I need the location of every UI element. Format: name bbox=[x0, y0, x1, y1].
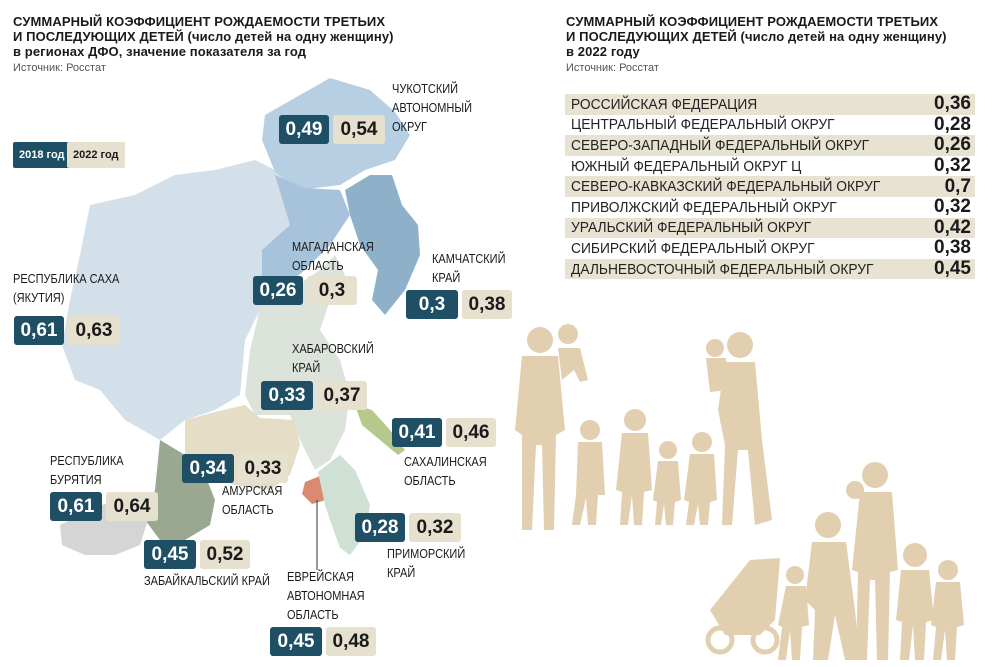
badge-2018-sakha: 0,61 bbox=[14, 316, 64, 345]
table-row: ПРИВОЛЖСКИЙ ФЕДЕРАЛЬНЫЙ ОКРУГ 0,32 bbox=[571, 196, 971, 218]
region-shape-magadan bbox=[262, 175, 350, 290]
badge-2018-kamchatka: 0,3 bbox=[406, 290, 458, 319]
badge-2018-zabaikalsky: 0,45 bbox=[144, 540, 196, 569]
table-row: ДАЛЬНЕВОСТОЧНЫЙ ФЕДЕРАЛЬНЫЙ ОКРУГ 0,45 bbox=[565, 258, 975, 280]
badge-2022-amur: 0,33 bbox=[238, 454, 288, 483]
label-amur: АМУРСКАЯ ОБЛАСТЬ bbox=[222, 484, 283, 517]
far-east-map bbox=[60, 78, 420, 570]
left-title-line2: И ПОСЛЕДУЮЩИХ ДЕТЕЙ (число детей на одну… bbox=[13, 29, 394, 44]
badge-2022-buryatia: 0,64 bbox=[106, 492, 158, 521]
table-row: СИБИРСКИЙ ФЕДЕРАЛЬНЫЙ ОКРУГ 0,38 bbox=[571, 237, 971, 259]
label-kamchatka: КАМЧАТСКИЙ КРАЙ bbox=[432, 252, 506, 285]
second-family-silhouettes bbox=[705, 462, 964, 660]
table-row: ЦЕНТРАЛЬНЫЙ ФЕДЕРАЛЬНЫЙ ОКРУГ 0,28 bbox=[571, 113, 971, 135]
left-source: Источник: Росстат bbox=[13, 62, 106, 74]
mother-silhouette bbox=[706, 332, 772, 525]
badge-2018-amur: 0,34 bbox=[182, 454, 234, 483]
left-title-line1: СУММАРНЫЙ КОЭФФИЦИЕНТ РОЖДАЕМОСТИ ТРЕТЬИ… bbox=[13, 14, 386, 29]
legend-2022: 2022 год bbox=[67, 142, 125, 168]
right-title-line1: СУММАРНЫЙ КОЭФФИЦИЕНТ РОЖДАЕМОСТИ ТРЕТЬИ… bbox=[566, 14, 939, 29]
table-row: РОССИЙСКАЯ ФЕДЕРАЦИЯ 0,36 bbox=[565, 93, 975, 115]
badge-2022-jewish: 0,48 bbox=[326, 627, 376, 656]
badge-2018-buryatia: 0,61 bbox=[50, 492, 102, 521]
label-khabarovsk: ХАБАРОВСКИЙ КРАЙ bbox=[292, 342, 374, 375]
badge-2018-jewish: 0,45 bbox=[270, 627, 322, 656]
table-row: СЕВЕРО-ЗАПАДНЫЙ ФЕДЕРАЛЬНЫЙ ОКРУГ 0,26 bbox=[565, 134, 975, 156]
badge-2022-sakhalin: 0,46 bbox=[446, 418, 496, 447]
children-silhouettes bbox=[572, 409, 717, 525]
badge-2018-sakhalin: 0,41 bbox=[392, 418, 442, 447]
table-row: ЮЖНЫЙ ФЕДЕРАЛЬНЫЙ ОКРУГ ц 0,32 bbox=[571, 155, 971, 177]
badge-2018-khabarovsk: 0,33 bbox=[261, 381, 313, 410]
region-shape-kamchatka bbox=[345, 175, 420, 315]
badge-2022-chukotka: 0,54 bbox=[333, 115, 385, 144]
father-silhouette bbox=[515, 324, 588, 530]
table-row: СЕВЕРО-КАВКАЗСКИЙ ФЕДЕРАЛЬНЫЙ ОКРУГ 0,7 bbox=[565, 176, 975, 197]
label-sakha: РЕСПУБЛИКА САХА (ЯКУТИЯ) bbox=[13, 272, 120, 305]
badge-2022-zabaikalsky: 0,52 bbox=[200, 540, 250, 569]
label-zabaikalsky: ЗАБАЙКАЛЬСКИЙ КРАЙ bbox=[144, 574, 270, 588]
label-magadan: МАГАДАНСКАЯ ОБЛАСТЬ bbox=[292, 240, 374, 273]
badge-2022-sakha: 0,63 bbox=[68, 316, 120, 345]
districts-table: РОССИЙСКАЯ ФЕДЕРАЦИЯ 0,36 ЦЕНТРАЛЬНЫЙ ФЕД… bbox=[565, 93, 975, 280]
badge-2018-chukotka: 0,49 bbox=[279, 115, 329, 144]
right-source: Источник: Росстат bbox=[566, 62, 659, 74]
right-title-line2: И ПОСЛЕДУЮЩИХ ДЕТЕЙ (число детей на одну… bbox=[566, 29, 947, 44]
badge-2022-kamchatka: 0,38 bbox=[462, 290, 512, 319]
table-row: УРАЛЬСКИЙ ФЕДЕРАЛЬНЫЙ ОКРУГ 0,42 bbox=[565, 217, 975, 239]
badge-2018-primorye: 0,28 bbox=[355, 513, 405, 542]
label-jewish: ЕВРЕЙСКАЯ АВТОНОМНАЯ ОБЛАСТЬ bbox=[287, 570, 365, 622]
region-shape-khabarovsk bbox=[245, 255, 350, 470]
label-sakhalin: САХАЛИНСКАЯ ОБЛАСТЬ bbox=[404, 455, 487, 488]
badge-2022-khabarovsk: 0,37 bbox=[317, 381, 367, 410]
legend-2018: 2018 год bbox=[13, 142, 71, 168]
right-title-line3: в 2022 году bbox=[566, 44, 640, 59]
left-title: СУММАРНЫЙ КОЭФФИЦИЕНТ РОЖДАЕМОСТИ ТРЕТЬИ… bbox=[13, 14, 394, 59]
label-primorye: ПРИМОРСКИЙ КРАЙ bbox=[387, 547, 466, 580]
badge-2022-magadan: 0,3 bbox=[307, 276, 357, 305]
family-silhouettes-illustration bbox=[515, 324, 964, 660]
label-buryatia: РЕСПУБЛИКА БУРЯТИЯ bbox=[50, 454, 124, 487]
label-chukotka: ЧУКОТСКИЙ АВТОНОМНЫЙ ОКРУГ bbox=[392, 82, 472, 134]
region-shape-sakha bbox=[62, 160, 300, 440]
right-title: СУММАРНЫЙ КОЭФФИЦИЕНТ РОЖДАЕМОСТИ ТРЕТЬИ… bbox=[566, 14, 947, 59]
badge-2018-magadan: 0,26 bbox=[253, 276, 303, 305]
region-shape-zabaikalsky bbox=[145, 440, 215, 540]
badge-2022-primorye: 0,32 bbox=[409, 513, 461, 542]
left-title-line3: в регионах ДФО, значение показателя за г… bbox=[13, 44, 307, 59]
